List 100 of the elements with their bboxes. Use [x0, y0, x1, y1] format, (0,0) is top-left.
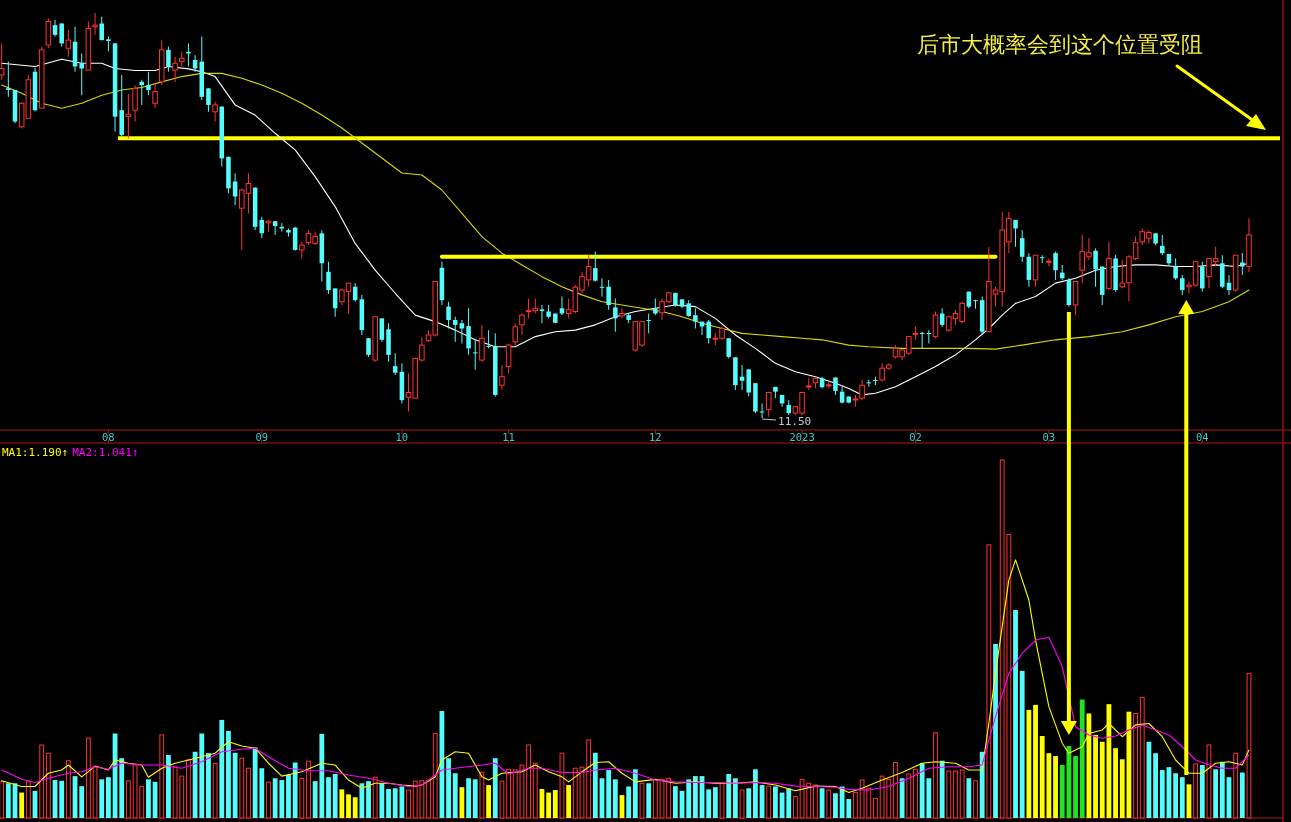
bar — [726, 773, 732, 818]
bar — [686, 779, 692, 818]
candlestick — [932, 310, 939, 339]
bar — [1219, 761, 1225, 818]
bar — [773, 786, 778, 818]
bar — [146, 779, 151, 818]
bar — [306, 760, 311, 819]
candlestick — [912, 325, 919, 341]
bar — [1099, 741, 1105, 818]
bar — [359, 783, 365, 818]
bar — [499, 780, 505, 819]
bar — [786, 788, 792, 818]
bar — [212, 762, 218, 819]
candlestick — [166, 46, 171, 73]
bar — [746, 788, 752, 818]
bar — [239, 757, 245, 819]
candlestick — [559, 296, 565, 316]
candlestick — [446, 301, 451, 329]
bar — [332, 773, 338, 818]
bar — [913, 768, 918, 819]
bar — [933, 732, 938, 819]
bar — [1246, 672, 1252, 819]
candlestick — [746, 368, 751, 398]
bar — [906, 773, 912, 819]
bar — [813, 784, 818, 819]
bar — [486, 785, 491, 818]
bar — [732, 778, 738, 818]
candlestick — [1046, 257, 1052, 268]
bar — [1026, 709, 1032, 818]
bar — [352, 797, 358, 818]
bar — [506, 768, 511, 819]
bar — [1079, 699, 1085, 818]
x-tick-label: 12 — [649, 431, 662, 443]
candlestick — [1019, 229, 1025, 263]
candlestick — [45, 17, 52, 49]
bar — [1139, 696, 1145, 819]
candlestick — [212, 101, 218, 123]
bar — [559, 752, 565, 819]
bar — [1053, 756, 1058, 818]
candlestick — [619, 307, 625, 319]
bar — [873, 797, 878, 819]
candlestick — [1240, 252, 1245, 276]
bar — [79, 786, 85, 818]
bar — [166, 754, 171, 818]
bar — [286, 775, 291, 818]
bar — [793, 796, 798, 819]
bar — [25, 781, 31, 819]
bar — [59, 780, 65, 818]
bar — [246, 767, 251, 819]
candlestick — [1013, 219, 1018, 248]
annotation: 后市大概率会到这个位置受阻 — [917, 32, 1203, 57]
bar — [953, 770, 958, 819]
bar — [626, 786, 632, 818]
bar — [1113, 748, 1118, 818]
bar — [379, 783, 385, 818]
bar — [719, 782, 725, 819]
candlestick — [706, 319, 711, 344]
candlestick — [1220, 254, 1225, 289]
bar — [966, 778, 972, 818]
x-tick-label: 08 — [102, 431, 115, 443]
bar — [833, 793, 838, 818]
x-tick-label: 09 — [255, 431, 269, 443]
bar — [1179, 777, 1185, 818]
bar — [959, 769, 965, 819]
bar — [206, 753, 211, 818]
bar — [5, 783, 11, 818]
bar — [946, 770, 952, 819]
bar — [546, 792, 552, 818]
bar — [466, 778, 471, 818]
bar — [739, 789, 745, 819]
bar — [492, 758, 498, 818]
candlestick — [765, 391, 772, 418]
candlestick — [466, 307, 471, 356]
bar — [1153, 753, 1158, 818]
candlestick — [613, 298, 618, 333]
bar — [432, 733, 438, 819]
bar — [973, 780, 978, 819]
bar — [232, 752, 238, 818]
candlestick — [1072, 281, 1079, 316]
candlestick — [646, 313, 651, 334]
x-tick-label: 11 — [502, 431, 515, 443]
bar — [426, 780, 431, 819]
x-tick-label: 02 — [909, 431, 922, 443]
candlestick — [186, 42, 191, 67]
bar — [672, 786, 678, 818]
bar — [299, 777, 305, 819]
candlestick — [59, 22, 64, 48]
bar — [45, 752, 51, 819]
bar — [372, 776, 378, 819]
bar — [386, 789, 391, 818]
candlestick — [539, 304, 545, 324]
candlestick — [366, 337, 371, 358]
bar — [1073, 756, 1078, 818]
bar — [1033, 704, 1038, 818]
bar — [479, 771, 485, 819]
bar — [472, 779, 478, 818]
candlestick — [326, 261, 331, 295]
bar — [1133, 712, 1138, 819]
candlestick — [172, 56, 178, 83]
candlestick — [726, 337, 731, 359]
